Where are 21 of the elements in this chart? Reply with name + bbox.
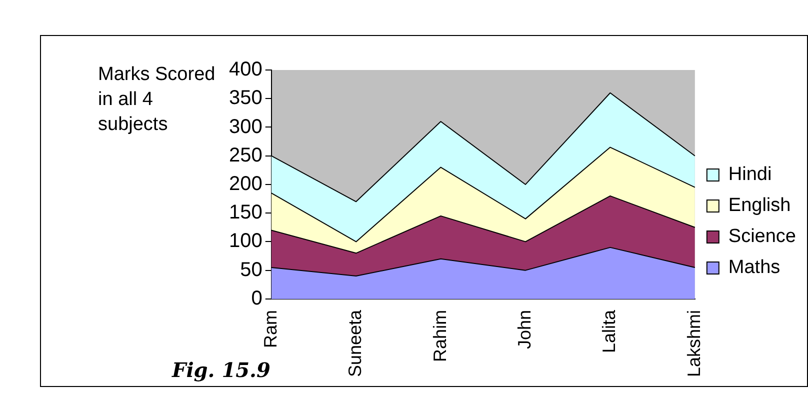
- y-tick-label: 250: [228, 144, 262, 166]
- legend-label: Maths: [728, 257, 780, 278]
- text: Marks Scored in all 4 subjects: [98, 63, 216, 137]
- y-tick-label: 0: [251, 287, 262, 310]
- legend-label: Science: [728, 226, 796, 248]
- legend-label: Hindi: [728, 164, 772, 186]
- x-tick-label: John: [514, 310, 534, 349]
- y-tick-label: 300: [228, 116, 262, 138]
- x-tick-label: Ram: [260, 310, 280, 348]
- legend-label: English: [728, 195, 791, 216]
- y-tick-label: 50: [240, 258, 262, 281]
- x-tick-label: Suneeta: [345, 308, 366, 377]
- x-tick-label: Rahim: [430, 310, 450, 362]
- y-tick-label: 100: [228, 230, 262, 252]
- x-tick-label: Lalita: [599, 308, 620, 353]
- y-tick-label: 150: [228, 202, 262, 224]
- x-tick-label: Lakshmi: [684, 310, 704, 377]
- y-tick-label: 200: [228, 172, 262, 195]
- y-tick-label: 350: [228, 87, 262, 110]
- caption: Fig. 15.9: [172, 358, 270, 382]
- y-tick-label: 400: [228, 58, 262, 81]
